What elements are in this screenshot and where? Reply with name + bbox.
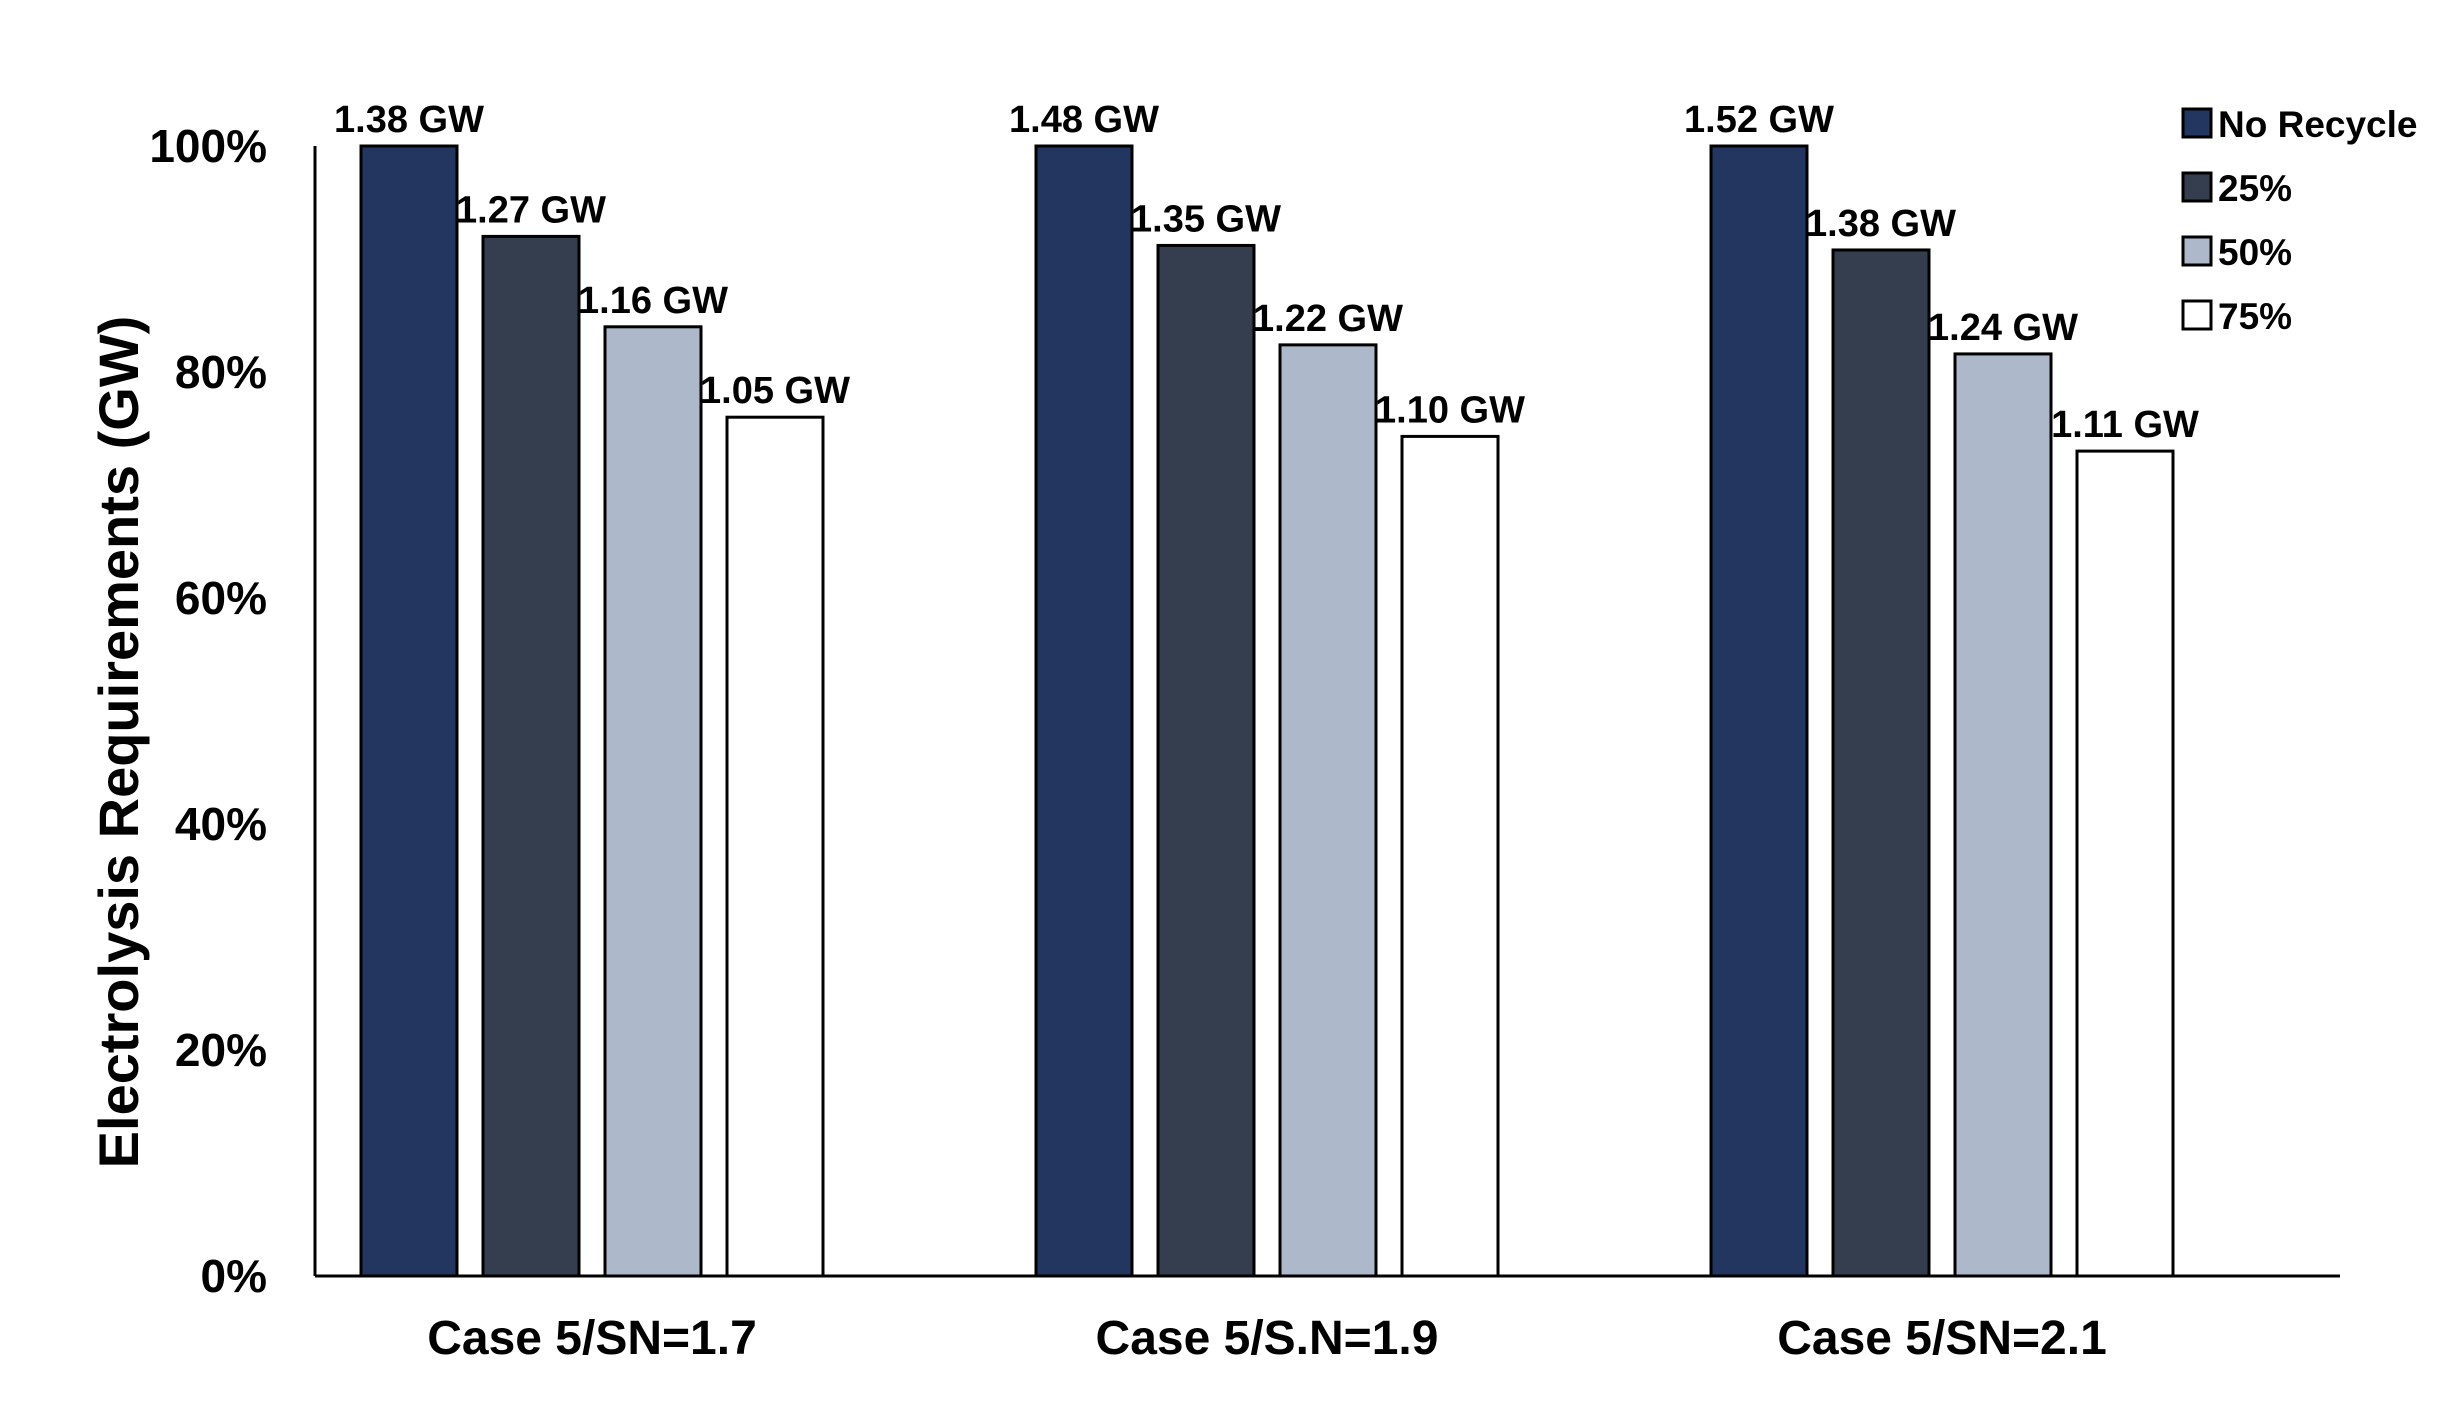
bar: [1709, 144, 1809, 1278]
y-tick-label: 80%: [175, 346, 267, 398]
bar: [1400, 434, 1500, 1278]
x-category-label: Case 5/SN=2.1: [1777, 1312, 2107, 1365]
bar: [1156, 243, 1256, 1278]
y-tick-label: 0%: [201, 1250, 267, 1302]
legend-label: 25%: [2218, 168, 2292, 209]
x-category-label: Case 5/S.N=1.9: [1096, 1312, 1439, 1365]
legend-label: No Recycle: [2218, 104, 2418, 145]
y-tick-label: 60%: [175, 572, 267, 624]
bar: [603, 325, 703, 1278]
bar: [359, 144, 459, 1278]
data-label: 1.38 GW: [334, 99, 484, 141]
data-label: 1.05 GW: [700, 370, 850, 412]
data-label: 1.22 GW: [1253, 298, 1403, 340]
bar: [2075, 449, 2175, 1278]
bar: [481, 234, 581, 1278]
bar: [1953, 352, 2053, 1278]
legend-swatch: [2181, 107, 2213, 139]
data-label: 1.52 GW: [1684, 99, 1834, 141]
data-label: 1.35 GW: [1131, 198, 1281, 240]
legend-swatch: [2181, 171, 2213, 203]
y-axis-title: Electrolysis Requirements (GW): [87, 316, 150, 1169]
bar: [1278, 343, 1378, 1278]
bar: [725, 415, 825, 1278]
legend-label: 50%: [2218, 232, 2292, 273]
legend: No Recycle 25% 50% 75%: [2181, 104, 2418, 337]
x-axis-labels: Case 5/SN=1.7 Case 5/S.N=1.9 Case 5/SN=2.1: [427, 1312, 2107, 1365]
y-tick-label: 40%: [175, 798, 267, 850]
axes: [313, 146, 2340, 1278]
x-category-label: Case 5/SN=1.7: [427, 1312, 757, 1365]
bars: 1.38 GW 1.27 GW 1.16 GW 1.05 GW 1.48 GW 1.35 …: [334, 99, 2199, 1278]
y-axis-ticks: 0% 20% 40% 60% 80% 100%: [149, 120, 267, 1302]
data-label: 1.11 GW: [2051, 404, 2199, 446]
y-tick-label: 100%: [149, 120, 267, 172]
bar: [1831, 248, 1931, 1278]
data-label: 1.48 GW: [1009, 99, 1159, 141]
legend-swatch: [2181, 299, 2213, 331]
data-label: 1.24 GW: [1928, 307, 2078, 349]
legend-label: 75%: [2218, 296, 2292, 337]
data-label: 1.16 GW: [578, 280, 728, 322]
legend-swatch: [2181, 235, 2213, 267]
data-label: 1.27 GW: [456, 189, 606, 231]
data-label: 1.10 GW: [1375, 389, 1525, 431]
y-tick-label: 20%: [175, 1024, 267, 1076]
bar: [1034, 144, 1134, 1278]
data-label: 1.38 GW: [1806, 203, 1956, 245]
